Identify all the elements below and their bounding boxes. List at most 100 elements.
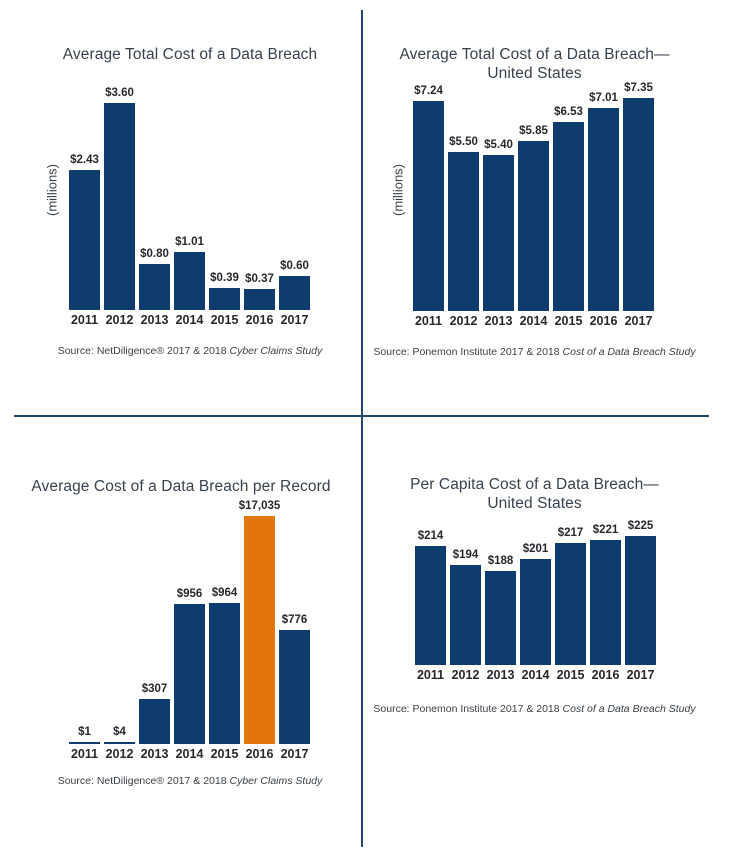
x-axis-labels: 2011 2012 2013 2014 2015 2016 2017: [415, 668, 656, 682]
source-note: Source: Ponemon Institute 2017 & 2018 Co…: [362, 703, 707, 715]
bar-value-label: $7.01: [589, 91, 618, 104]
x-tick-label: 2013: [140, 313, 169, 327]
source-study-name: Cost of a Data Breach Study: [562, 346, 696, 358]
chart-title-line1: Average Total Cost of a Data Breach—: [399, 46, 670, 63]
bar-value-label: $7.24: [414, 85, 443, 98]
x-tick-label: 2015: [210, 747, 239, 761]
x-tick-label: 2013: [486, 668, 515, 682]
bar: [448, 151, 479, 311]
bar: [139, 264, 170, 310]
bar: [244, 288, 275, 310]
x-tick-label: 2014: [175, 747, 204, 761]
x-tick-label: 2011: [70, 747, 99, 761]
x-tick-label: 2016: [589, 314, 618, 328]
source-study-name: Cyber Claims Study: [229, 345, 323, 357]
chart-title-line1: Average Total Cost of a Data Breach: [62, 46, 318, 63]
x-axis-labels: 2011 2012 2013 2014 2015 2016 2017: [69, 313, 310, 327]
bar-column: $776: [279, 516, 310, 744]
x-tick-label: 2012: [449, 314, 478, 328]
bar-column: $4: [104, 516, 135, 744]
y-axis-label: (millions): [390, 164, 406, 216]
x-tick-label: 2017: [280, 313, 309, 327]
horizontal-divider: [14, 415, 709, 417]
bar: [104, 103, 135, 310]
bar: [623, 98, 654, 311]
bar-value-label: $0.60: [280, 259, 309, 272]
bar-value-label: $0.80: [140, 248, 169, 260]
bar-value-label: $3.60: [105, 87, 134, 99]
bar-value-label: $7.35: [624, 82, 653, 94]
bar: [553, 121, 584, 311]
bar-column: $225: [625, 520, 656, 665]
chart-title: Per Capita Cost of a Data Breach— United…: [362, 475, 707, 513]
chart-title-line1: Per Capita Cost of a Data Breach—: [410, 476, 659, 493]
bar: [483, 154, 514, 311]
bar-value-label: $956: [176, 588, 203, 601]
bar: [209, 287, 240, 310]
bar-value-label: $5.40: [484, 138, 513, 151]
source-text: Source: Ponemon Institute 2017 & 2018: [373, 346, 563, 358]
x-tick-label: 2011: [414, 314, 443, 328]
bar-column: $0.37: [244, 103, 275, 310]
bar-column: $0.80: [139, 103, 170, 310]
source-text: Source: NetDiligence® 2017 & 2018: [57, 345, 230, 357]
x-tick-label: 2013: [484, 314, 513, 328]
bar-plot: $2.43 $3.60 $0.80 $1.01 $0.39 $0.37 $0.60: [69, 87, 310, 310]
bar-value-label: $17,035: [238, 500, 281, 512]
chart-title: Average Total Cost of a Data Breach: [20, 45, 360, 64]
bar-column: $7.24: [413, 85, 444, 311]
bar-value-label: $201: [522, 542, 549, 555]
chart-per-capita-cost-us: Per Capita Cost of a Data Breach— United…: [362, 417, 745, 859]
chart-title-line1: Average Cost of a Data Breach per Record: [31, 478, 331, 495]
x-tick-label: 2011: [416, 668, 445, 682]
x-axis-labels: 2011 2012 2013 2014 2015 2016 2017: [69, 747, 310, 761]
bar: [450, 565, 481, 665]
chart-avg-total-cost: Average Total Cost of a Data Breach (mil…: [0, 0, 362, 416]
bar-column: $5.85: [518, 98, 549, 311]
bar-column: $5.40: [483, 98, 514, 311]
bar-column: $7.35: [623, 82, 654, 311]
chart-title: Average Total Cost of a Data Breach— Uni…: [362, 45, 707, 83]
bar: [174, 604, 205, 744]
y-axis-label: (millions): [44, 164, 60, 216]
bar: [590, 539, 621, 665]
bar-column: $307: [139, 516, 170, 744]
bar-value-label: $0.39: [210, 271, 239, 284]
bar-plot: $1 $4 $307 $956 $964 $17,035 $776: [69, 500, 310, 744]
bar-value-label: $214: [417, 530, 444, 543]
bar: [518, 141, 549, 311]
bar-value-label: $5.85: [519, 125, 548, 138]
source-text: Source: NetDiligence® 2017 & 2018: [57, 775, 230, 787]
source-note: Source: Ponemon Institute 2017 & 2018 Co…: [362, 346, 707, 358]
bar-column: $214: [415, 530, 446, 665]
source-text: Source: Ponemon Institute 2017 & 2018: [373, 703, 563, 715]
source-study-name: Cyber Claims Study: [229, 775, 323, 787]
bar: [520, 558, 551, 665]
x-tick-label: 2014: [519, 314, 548, 328]
bar: [104, 742, 135, 744]
x-tick-label: 2017: [280, 747, 309, 761]
bar-plot: $7.24 $5.50 $5.40 $5.85 $6.53 $7.01 $7.35: [413, 82, 654, 311]
vertical-divider: [361, 10, 363, 847]
chart-title-line2: United States: [487, 65, 582, 82]
bar-value-label: $194: [452, 549, 479, 562]
bar-value-label: $964: [211, 586, 238, 599]
bar-value-label: $2.43: [70, 154, 99, 167]
x-tick-label: 2014: [521, 668, 550, 682]
x-axis-labels: 2011 2012 2013 2014 2015 2016 2017: [413, 314, 654, 328]
x-tick-label: 2012: [451, 668, 480, 682]
chart-title-line2: United States: [487, 495, 582, 512]
bar-value-label: $4: [113, 726, 126, 738]
x-tick-label: 2016: [245, 747, 274, 761]
source-study-name: Cost of a Data Breach Study: [562, 703, 696, 715]
bar-column: $7.01: [588, 92, 619, 311]
x-tick-label: 2015: [210, 313, 239, 327]
bar-column: $6.53: [553, 98, 584, 311]
bar-column: $0.39: [209, 103, 240, 310]
x-tick-label: 2011: [70, 313, 99, 327]
bar: [415, 546, 446, 665]
bar-value-label: $776: [281, 614, 308, 627]
x-tick-label: 2016: [591, 668, 620, 682]
x-tick-label: 2017: [626, 668, 655, 682]
